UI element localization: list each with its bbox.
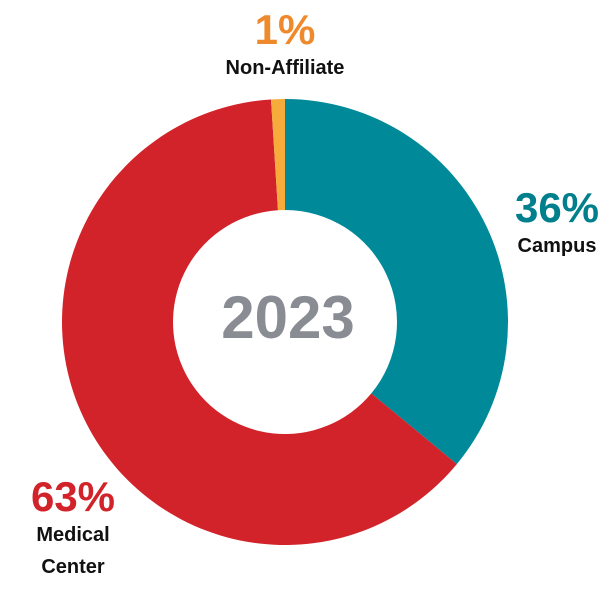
slice <box>61 99 457 546</box>
value-label: 1% <box>254 6 316 53</box>
category-label: Campus <box>517 235 597 257</box>
value-label: 36% <box>514 184 600 231</box>
slice <box>270 99 285 211</box>
slice-label: 36% Campus <box>502 186 612 262</box>
center-label: 2023 <box>221 284 354 351</box>
slice <box>285 99 508 465</box>
category-label: Medical Center <box>36 524 110 578</box>
value-label: 63% <box>30 473 116 520</box>
slices <box>61 99 508 546</box>
category-label: Non-Affiliate <box>225 57 345 79</box>
slice-label: 63% Medical Center <box>18 475 128 583</box>
slice-label: 1% Non-Affiliate <box>185 8 385 84</box>
